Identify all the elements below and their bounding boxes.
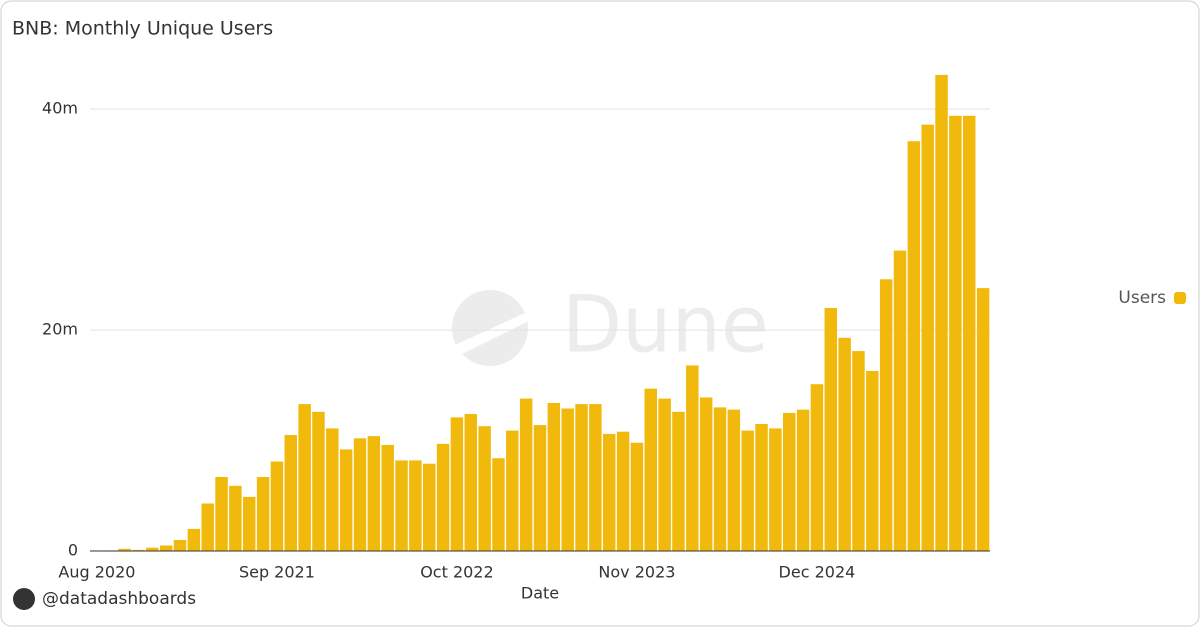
bar [963, 115, 976, 552]
watermark-logo-cut [455, 312, 527, 355]
bar [367, 436, 381, 551]
bar [852, 351, 865, 551]
bar [616, 431, 630, 551]
bar [464, 414, 477, 551]
bar [284, 435, 297, 551]
bar [672, 411, 685, 551]
bar [270, 461, 284, 551]
bar [879, 279, 893, 551]
bar [893, 250, 907, 551]
bar [519, 398, 533, 551]
bar [547, 402, 561, 551]
bar [146, 547, 159, 551]
bar [866, 370, 879, 551]
bar [436, 443, 450, 551]
bar [561, 408, 574, 551]
bar [243, 496, 256, 551]
bar [506, 430, 519, 551]
bar [173, 539, 187, 551]
bar [478, 426, 491, 551]
bar [741, 430, 754, 551]
bar [229, 485, 242, 551]
watermark-logo [452, 290, 528, 366]
bar [132, 549, 145, 551]
bar [644, 388, 657, 551]
bar [921, 124, 934, 552]
bar [976, 288, 990, 551]
x-axis-label: Date [521, 584, 559, 603]
bar [533, 425, 547, 551]
chart-title: BNB: Monthly Unique Users [12, 18, 273, 40]
bar [603, 433, 616, 551]
bar [935, 74, 948, 551]
bar [658, 398, 671, 551]
bar [686, 365, 699, 551]
bar [339, 449, 353, 551]
x-tick-label: Sep 2021 [239, 563, 315, 582]
bar [769, 428, 782, 551]
bar [201, 503, 214, 551]
x-tick-label: Aug 2020 [58, 563, 135, 582]
bar [727, 409, 741, 551]
bar [699, 397, 713, 551]
x-tick-label: Dec 2024 [779, 563, 856, 582]
bar [589, 404, 602, 551]
legend-swatch [1174, 292, 1186, 304]
y-tick-label: 40m [42, 99, 78, 118]
bar [187, 528, 201, 551]
watermark: Dune [452, 280, 769, 370]
x-tick-label: Oct 2022 [420, 563, 493, 582]
bar [783, 412, 796, 551]
bar [907, 141, 921, 552]
bar [796, 409, 810, 551]
bar [630, 442, 644, 551]
avatar [13, 588, 35, 610]
y-tick-label: 0 [68, 541, 78, 560]
bar [215, 476, 228, 551]
bar [450, 417, 464, 551]
bar [492, 458, 505, 551]
bar [326, 428, 339, 551]
bar [810, 384, 824, 551]
bar [298, 404, 311, 551]
credit: @datadashboards [42, 589, 196, 609]
bar [423, 463, 436, 551]
bar [395, 460, 408, 551]
bar [713, 407, 727, 551]
legend-label: Users [1118, 288, 1166, 308]
bar [838, 337, 851, 551]
bar [159, 545, 173, 551]
bar [381, 444, 394, 551]
watermark-text: Dune [562, 280, 769, 370]
bar [824, 308, 837, 551]
bar [353, 438, 367, 551]
bar [118, 548, 131, 551]
bar [575, 404, 588, 551]
bar [755, 423, 768, 551]
bar [949, 115, 962, 552]
bar [256, 476, 270, 551]
y-tick-label: 20m [42, 320, 78, 339]
bar [312, 411, 325, 551]
bar [409, 460, 422, 551]
x-tick-label: Nov 2023 [598, 563, 675, 582]
